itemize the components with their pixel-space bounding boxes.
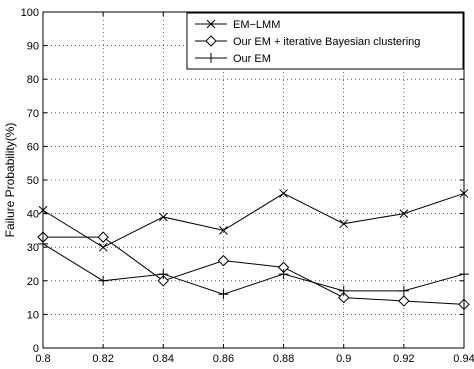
data-point-em-lmm — [279, 189, 288, 198]
y-tick-label: 70 — [27, 108, 39, 120]
y-tick-label: 60 — [27, 141, 39, 153]
data-point-em-lmm — [98, 242, 108, 252]
data-point-our-em — [338, 285, 349, 296]
x-tick-label: 0.88 — [273, 353, 294, 365]
y-tick-label: 0 — [33, 343, 39, 355]
data-point-our-em — [398, 285, 409, 296]
data-point-em-lmm — [339, 219, 349, 229]
legend-marker-our-em — [206, 53, 216, 63]
legend-label-our-em-bayesian: Our EM + iterative Bayesian clustering — [233, 36, 420, 48]
tick-labels: 0.8 0.82 0.84 0.86 0.88 0.9 0.92 0.94 0 10 20 30 40 5… — [21, 7, 474, 365]
y-tick-label: 80 — [27, 74, 39, 86]
data-point-our-em — [98, 275, 109, 286]
x-tick-label: 0.86 — [213, 353, 234, 365]
y-tick-label: 20 — [27, 276, 39, 288]
y-tick-label: 50 — [27, 175, 39, 187]
x-tick-label: 0.92 — [393, 353, 414, 365]
x-tick-label: 0.94 — [453, 353, 474, 365]
data-point-our-em — [158, 269, 169, 280]
legend: EM−LMM Our EM + iterative Bayesian clust… — [186, 12, 464, 70]
data-point-em-lmm — [219, 226, 228, 235]
data-point-our-em-bayesian — [338, 291, 350, 304]
y-tick-label: 100 — [21, 7, 39, 19]
y-tick-label: 30 — [27, 242, 39, 254]
legend-entry-our-em-bayesian: Our EM + iterative Bayesian clustering — [195, 35, 420, 48]
legend-marker-our-em-bayesian — [205, 35, 217, 47]
data-point-our-em-bayesian — [97, 231, 109, 243]
data-point-em-lmm — [158, 212, 168, 222]
data-point-em-lmm — [399, 209, 409, 218]
x-tick-label: 0.82 — [92, 353, 113, 365]
legend-entry-em-lmm: EM−LMM — [195, 19, 280, 31]
series-line-our-em-bayesian — [43, 236, 465, 305]
y-tick-label: 10 — [27, 309, 39, 321]
legend-label-em-lmm: EM−LMM — [233, 19, 280, 31]
series-line-our-em — [42, 243, 465, 295]
x-tick-label: 0.9 — [336, 353, 351, 365]
y-tick-label: 40 — [27, 209, 39, 221]
y-tick-label: 90 — [27, 41, 39, 53]
legend-marker-em-lmm — [206, 19, 216, 29]
y-axis-label: Failure Probability(%) — [3, 123, 17, 238]
x-tick-label: 0.8 — [35, 353, 50, 365]
data-point-our-em — [218, 289, 229, 300]
series-group — [37, 189, 470, 311]
series-line-em-lmm — [42, 192, 465, 248]
data-point-our-em — [278, 269, 289, 280]
series-our-em-bayesian — [37, 231, 470, 311]
legend-entry-our-em: Our EM — [195, 53, 271, 65]
data-point-our-em-bayesian — [217, 254, 230, 267]
data-point-our-em-bayesian — [398, 295, 410, 307]
legend-label-our-em: Our EM — [233, 53, 271, 65]
x-tick-label: 0.84 — [153, 353, 174, 365]
x-axis-label: p — [250, 367, 257, 369]
data-point-our-em-bayesian — [157, 275, 169, 287]
legend-box — [186, 12, 464, 70]
